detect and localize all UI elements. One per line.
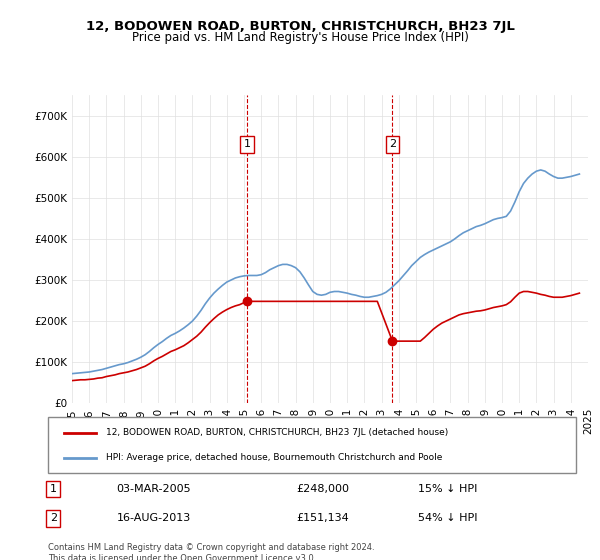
FancyBboxPatch shape [48, 417, 576, 473]
Text: Price paid vs. HM Land Registry's House Price Index (HPI): Price paid vs. HM Land Registry's House … [131, 31, 469, 44]
Text: 03-MAR-2005: 03-MAR-2005 [116, 484, 191, 494]
Text: 1: 1 [244, 139, 250, 150]
Text: 1: 1 [50, 484, 57, 494]
Text: Contains HM Land Registry data © Crown copyright and database right 2024.
This d: Contains HM Land Registry data © Crown c… [48, 543, 374, 560]
Text: 12, BODOWEN ROAD, BURTON, CHRISTCHURCH, BH23 7JL (detached house): 12, BODOWEN ROAD, BURTON, CHRISTCHURCH, … [106, 428, 448, 437]
Text: 15% ↓ HPI: 15% ↓ HPI [418, 484, 477, 494]
Text: 12, BODOWEN ROAD, BURTON, CHRISTCHURCH, BH23 7JL: 12, BODOWEN ROAD, BURTON, CHRISTCHURCH, … [86, 20, 514, 32]
Text: £248,000: £248,000 [296, 484, 349, 494]
Text: £151,134: £151,134 [296, 514, 349, 524]
Text: HPI: Average price, detached house, Bournemouth Christchurch and Poole: HPI: Average price, detached house, Bour… [106, 453, 442, 462]
Text: 2: 2 [389, 139, 396, 150]
Text: 2: 2 [50, 514, 57, 524]
Text: 54% ↓ HPI: 54% ↓ HPI [418, 514, 477, 524]
Text: 16-AUG-2013: 16-AUG-2013 [116, 514, 191, 524]
